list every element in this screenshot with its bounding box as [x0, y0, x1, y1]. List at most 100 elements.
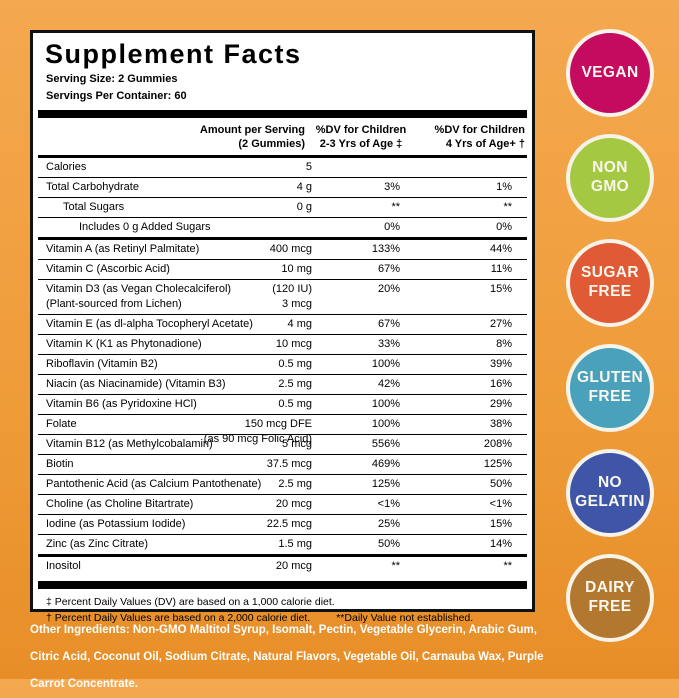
- table-row: Vitamin D3 (as Vegan Cholecalciferol) (P…: [38, 280, 527, 315]
- nutrient-dv-4yrs: 0%: [496, 221, 512, 233]
- nutrient-name: Riboflavin (Vitamin B2): [46, 358, 158, 370]
- table-row: Total Sugars 0 g ** **: [38, 198, 527, 218]
- nutrient-dv-4yrs: 16%: [489, 378, 512, 390]
- table-row: Calories 5: [38, 158, 527, 178]
- nutrient-amount: 10 mcg: [275, 338, 312, 350]
- nutrient-dv-2-3yrs: 100%: [371, 418, 400, 430]
- table-row: Inositol 20 mcg ** **: [38, 557, 527, 576]
- nutrient-table: Calories 5 Total Carbohydrate 4 g 3% 1% …: [38, 158, 527, 576]
- nutrient-dv-4yrs: **: [503, 560, 512, 572]
- nutrient-name: Vitamin E (as dl-alpha Tocopheryl Acetat…: [46, 318, 253, 330]
- claim-badge-label: VEGAN: [581, 63, 639, 81]
- nutrient-name: Vitamin K (K1 as Phytonadione): [46, 338, 202, 350]
- column-header-dv-4yrs: %DV for Children 4 Yrs of Age+ †: [434, 124, 525, 150]
- table-row: Zinc (as Zinc Citrate) 1.5 mg 50% 14%: [38, 535, 527, 557]
- nutrient-dv-4yrs: 11%: [490, 263, 512, 275]
- table-row: Vitamin C (Ascorbic Acid) 10 mg 67% 11%: [38, 260, 527, 280]
- nutrient-dv-2-3yrs: 125%: [371, 478, 400, 490]
- table-row: Choline (as Choline Bitartrate) 20 mcg <…: [38, 495, 527, 515]
- divider-thick-top: [38, 110, 527, 118]
- nutrient-name: Choline (as Choline Bitartrate): [46, 498, 194, 510]
- divider-thick-bottom: [38, 581, 527, 589]
- nutrient-name: Total Carbohydrate: [46, 181, 139, 193]
- claim-badge-non-gmo: NON GMO: [566, 134, 654, 222]
- nutrient-dv-2-3yrs: 42%: [377, 378, 400, 390]
- nutrient-name: Inositol: [46, 560, 81, 572]
- nutrient-name: Biotin: [46, 458, 74, 470]
- nutrient-name: Zinc (as Zinc Citrate): [46, 538, 149, 550]
- nutrient-dv-2-3yrs: **: [391, 201, 400, 213]
- nutrient-dv-4yrs: <1%: [489, 498, 512, 510]
- table-row: Vitamin A (as Retinyl Palmitate) 400 mcg…: [38, 240, 527, 260]
- nutrient-dv-2-3yrs: 50%: [377, 538, 400, 550]
- nutrient-dv-2-3yrs: 133%: [371, 243, 400, 255]
- claim-badge-dairy-free: DAIRY FREE: [566, 554, 654, 642]
- claim-badge-label: GLUTEN FREE: [576, 369, 644, 405]
- nutrient-amount: 22.5 mcg: [266, 518, 312, 530]
- footnote-1000-calorie: ‡ Percent Daily Values (DV) are based on…: [46, 596, 335, 608]
- nutrient-amount: 37.5 mcg: [266, 458, 312, 470]
- nutrient-dv-2-3yrs: 0%: [384, 221, 400, 233]
- nutrient-amount: 20 mcg: [275, 560, 312, 572]
- table-row: Total Carbohydrate 4 g 3% 1%: [38, 178, 527, 198]
- table-row: Vitamin E (as dl-alpha Tocopheryl Acetat…: [38, 315, 527, 335]
- nutrient-dv-4yrs: 38%: [489, 418, 512, 430]
- nutrient-amount: 2.5 mg: [278, 478, 312, 490]
- footnotes: ‡ Percent Daily Values (DV) are based on…: [46, 594, 527, 626]
- table-row: Vitamin B12 (as Methylcobalamin) 5 mcg 5…: [38, 435, 527, 455]
- table-row: Vitamin K (K1 as Phytonadione) 10 mcg 33…: [38, 335, 527, 355]
- claim-badge-label: DAIRY FREE: [585, 579, 635, 615]
- nutrient-dv-2-3yrs: 100%: [371, 358, 400, 370]
- nutrient-dv-4yrs: 50%: [489, 478, 512, 490]
- nutrient-name: Niacin (as Niacinamide) (Vitamin B3): [46, 378, 226, 390]
- footnote-dv-not-established: **Daily Value not established.: [336, 612, 474, 624]
- nutrient-dv-4yrs: 15%: [489, 518, 512, 530]
- table-row: Riboflavin (Vitamin B2) 0.5 mg 100% 39%: [38, 355, 527, 375]
- claim-badge-sugar-free: SUGAR FREE: [566, 239, 654, 327]
- nutrient-dv-4yrs: 15%: [489, 283, 512, 295]
- nutrient-dv-4yrs: 14%: [489, 538, 512, 550]
- nutrient-dv-2-3yrs: 67%: [377, 318, 400, 330]
- footnote-line2: † Percent Daily Values are based on a 2,…: [46, 610, 527, 626]
- nutrient-dv-4yrs: 125%: [483, 458, 512, 470]
- nutrient-amount: 1.5 mg: [278, 538, 312, 550]
- nutrient-dv-2-3yrs: 469%: [371, 458, 400, 470]
- table-row: Includes 0 g Added Sugars 0% 0%: [38, 218, 527, 240]
- claim-badge-vegan: VEGAN: [566, 29, 654, 117]
- supplement-facts-panel: Supplement Facts Serving Size: 2 Gummies…: [30, 30, 535, 624]
- nutrient-dv-4yrs: 29%: [489, 398, 512, 410]
- nutrient-name: Vitamin D3 (as Vegan Cholecalciferol) (P…: [46, 283, 232, 310]
- claim-badge-label: NON GMO: [590, 159, 630, 195]
- claim-badge-label: SUGAR FREE: [581, 264, 639, 300]
- nutrient-dv-2-3yrs: 33%: [377, 338, 400, 350]
- nutrient-dv-2-3yrs: 3%: [384, 181, 400, 193]
- table-row: Iodine (as Potassium Iodide) 22.5 mcg 25…: [38, 515, 527, 535]
- claim-badge-label: NO GELATIN: [575, 474, 645, 510]
- nutrient-name: Vitamin B6 (as Pyridoxine HCl): [46, 398, 197, 410]
- footnote-2000-calorie: † Percent Daily Values are based on a 2,…: [46, 612, 311, 624]
- serving-size: Serving Size: 2 Gummies: [46, 73, 178, 85]
- nutrient-name: Vitamin C (Ascorbic Acid): [46, 263, 170, 275]
- nutrient-dv-4yrs: 44%: [489, 243, 512, 255]
- column-header-dv-2-3yrs: %DV for Children 2-3 Yrs of Age ‡: [315, 124, 407, 150]
- nutrient-name: Calories: [46, 161, 87, 173]
- nutrient-dv-4yrs: 1%: [496, 181, 512, 193]
- nutrient-dv-4yrs: **: [503, 201, 512, 213]
- nutrient-amount: 0 g: [296, 201, 312, 213]
- nutrient-dv-2-3yrs: 25%: [377, 518, 400, 530]
- nutrient-amount: 5: [305, 161, 312, 173]
- nutrient-dv-2-3yrs: 20%: [377, 283, 400, 295]
- nutrient-name: Pantothenic Acid (as Calcium Pantothenat…: [46, 478, 262, 490]
- nutrient-dv-4yrs: 8%: [496, 338, 512, 350]
- nutrient-name: Folate: [46, 418, 77, 430]
- nutrient-amount: 0.5 mg: [278, 358, 312, 370]
- table-row: Vitamin B6 (as Pyridoxine HCl) 0.5 mg 10…: [38, 395, 527, 415]
- nutrient-name: Includes 0 g Added Sugars: [79, 221, 211, 233]
- other-ingredients-text: Other Ingredients: Non-GMO Maltitol Syru…: [30, 624, 544, 690]
- table-row: Folate 150 mcg DFE (as 90 mcg Folic Acid…: [38, 415, 527, 445]
- table-row: Niacin (as Niacinamide) (Vitamin B3) 2.5…: [38, 375, 527, 395]
- nutrient-name: Iodine (as Potassium Iodide): [46, 518, 186, 530]
- nutrient-amount: 20 mcg: [275, 498, 312, 510]
- column-header-amount: Amount per Serving (2 Gummies): [199, 124, 305, 150]
- nutrient-dv-2-3yrs: 556%: [371, 438, 400, 450]
